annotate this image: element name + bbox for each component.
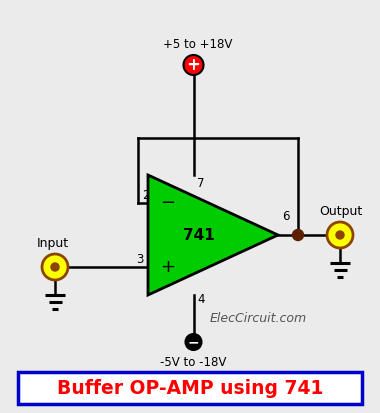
- Text: −: −: [188, 335, 200, 349]
- Text: ElecCircuit.com: ElecCircuit.com: [209, 311, 307, 325]
- Circle shape: [293, 230, 304, 240]
- Text: 7: 7: [198, 177, 205, 190]
- Text: Input: Input: [37, 237, 69, 250]
- Circle shape: [42, 254, 68, 280]
- Text: +: +: [187, 56, 200, 74]
- Text: 6: 6: [282, 210, 290, 223]
- Text: 4: 4: [198, 293, 205, 306]
- Circle shape: [327, 222, 353, 248]
- Text: −: −: [160, 194, 176, 212]
- Circle shape: [336, 231, 344, 239]
- Circle shape: [184, 55, 204, 75]
- Text: 3: 3: [137, 253, 144, 266]
- Bar: [18, 372, 362, 404]
- Circle shape: [51, 263, 59, 271]
- Text: Output: Output: [319, 205, 363, 218]
- Text: 741: 741: [184, 228, 215, 242]
- Text: Buffer OP-AMP using 741: Buffer OP-AMP using 741: [57, 378, 323, 397]
- Text: +: +: [160, 258, 176, 276]
- Polygon shape: [148, 175, 278, 295]
- Circle shape: [185, 334, 201, 350]
- Text: -5V to -18V: -5V to -18V: [160, 356, 227, 369]
- Text: +5 to +18V: +5 to +18V: [163, 38, 232, 51]
- Text: 2: 2: [142, 189, 149, 202]
